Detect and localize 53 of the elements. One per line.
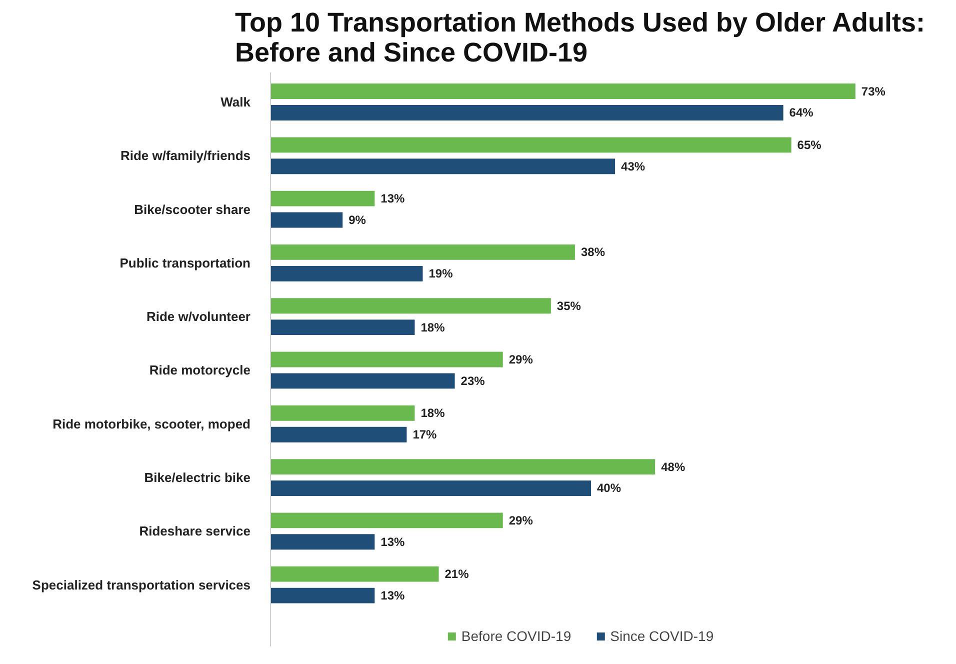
data-label: 73% [861,84,886,98]
data-label: 21% [444,567,470,582]
bar [270,512,503,528]
data-label: 23% [460,374,486,388]
data-label: 65% [797,138,822,152]
y-tick-label: Ride w/family/friends [120,148,251,164]
bar [270,212,343,228]
bar [270,105,784,120]
bar [270,352,503,368]
legend-label: Since COVID-19 [610,628,714,644]
data-label: 18% [420,320,446,334]
y-tick-label: Rideshare service [139,524,251,539]
bar [270,298,551,314]
data-label: 38% [580,245,606,260]
bar [270,405,415,421]
data-label: 18% [420,406,446,420]
data-label: 64% [789,106,814,120]
bar [270,459,656,475]
data-label: 48% [661,460,686,474]
y-tick-label: Bike/scooter share [134,202,251,217]
bar [270,480,591,496]
data-label: 9% [348,213,366,228]
bar [270,158,616,174]
bar [270,534,375,550]
data-label: 13% [380,192,406,206]
data-label: 35% [556,298,582,313]
bar [270,373,455,389]
y-tick-label: Ride motorcycle [149,362,251,378]
data-label: 29% [508,513,534,528]
y-tick-label: Walk [220,94,252,110]
bar [270,244,575,260]
y-tick-label: Bike/electric bike [144,470,251,486]
data-label: 13% [380,534,406,549]
bar [270,190,375,206]
data-label: 13% [380,588,406,603]
bar [270,84,856,99]
bar [270,426,407,442]
y-tick-label: Ride w/volunteer [146,309,251,324]
bar [270,266,423,282]
bar [270,137,792,153]
bar [270,588,375,604]
data-label: 29% [508,352,534,366]
bar [270,566,439,582]
data-label: 17% [412,428,438,442]
data-label: 19% [428,266,454,281]
legend-label: Before COVID-19 [461,628,572,644]
bar [270,320,415,336]
data-label: 40% [596,481,622,496]
chart-title: Top 10 Transportation Methods Used by Older Adults: Before and Since COVID-19 [234,8,926,68]
y-tick-label: Specialized transportation services [32,577,251,592]
y-tick-label: Public transportation [120,255,251,270]
data-label: 43% [621,159,646,174]
y-tick-label: Ride motorbike, scooter, moped [52,416,251,432]
